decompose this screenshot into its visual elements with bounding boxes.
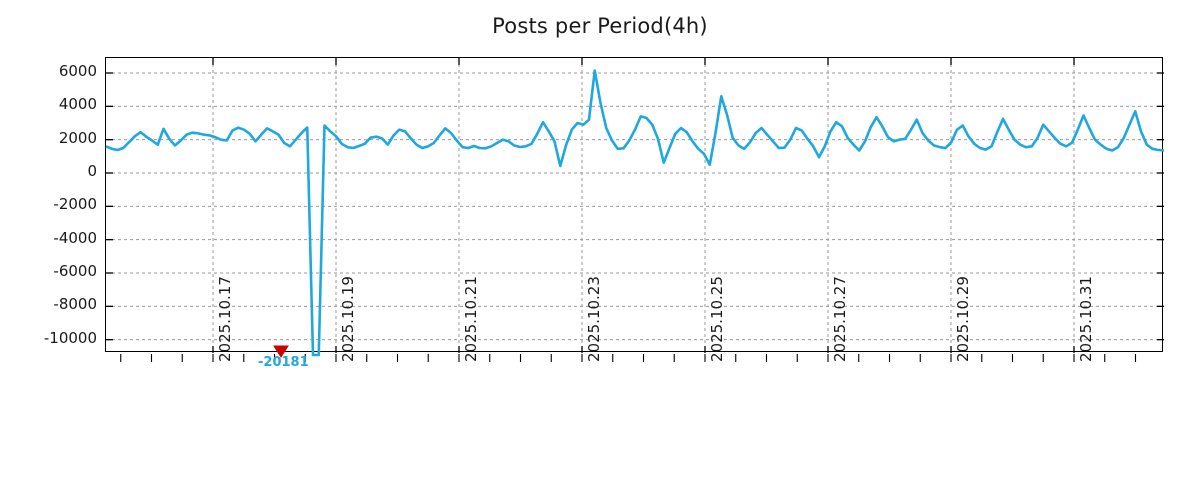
- x-axis-tick-label: 2025.10.17: [216, 276, 234, 362]
- horizontal-gridlines: [106, 72, 1164, 341]
- x-axis-tick-label: 2025.10.27: [831, 276, 849, 362]
- y-axis-tick-label: 6000: [58, 62, 97, 80]
- y-axis-tick-label: 2000: [58, 128, 97, 147]
- y-axis-tick-label: -4000: [53, 228, 97, 247]
- minimum-value-marker: [273, 345, 289, 358]
- y-axis-tick-label: -10000: [43, 328, 97, 347]
- data-series-line: [105, 69, 1165, 357]
- minimum-value-label: -20181: [258, 355, 309, 370]
- y-axis-tick-label: -8000: [53, 295, 97, 314]
- y-axis-tick-label: 0: [87, 162, 97, 180]
- y-axis-tick-label: -2000: [53, 195, 97, 214]
- x-axis-tick-label: 2025.10.25: [708, 276, 726, 362]
- x-axis-tick-label: 2025.10.21: [462, 276, 480, 362]
- chart-title: Posts per Period(4h): [492, 14, 708, 38]
- y-axis-tick-label: 4000: [58, 95, 97, 114]
- y-axis-tick-label: -6000: [53, 262, 97, 280]
- x-axis-tick-label: 2025.10.19: [339, 276, 357, 362]
- plot-svg: [105, 58, 1165, 362]
- x-axis-tick-label: 2025.10.23: [585, 276, 603, 362]
- vertical-gridlines: [212, 58, 1075, 353]
- x-axis-tick-label: 2025.10.31: [1077, 276, 1095, 362]
- x-axis-tick-label: 2025.10.29: [954, 276, 972, 362]
- plot-area: [105, 57, 1165, 362]
- axis-ticks: [106, 58, 1164, 362]
- y-axis-labels: 6000 4000 2000 0 -2000 -4000 -6000 -8000 -10000: [0, 0, 97, 500]
